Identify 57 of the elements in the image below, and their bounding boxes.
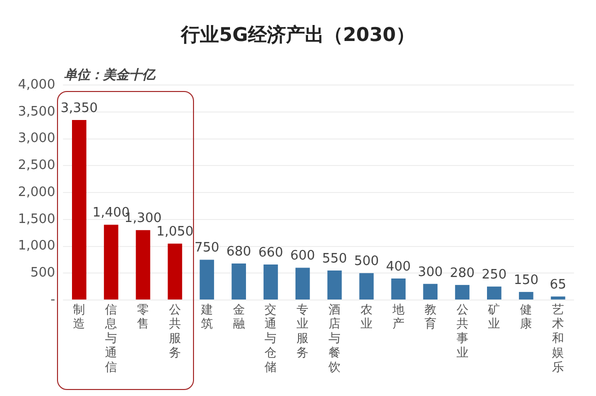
x-tick-label: 健康 <box>520 302 532 331</box>
x-tick-label: 教育 <box>424 302 436 331</box>
bar <box>72 120 86 300</box>
data-label: 600 <box>290 248 316 264</box>
x-tick-label: 专业服务 <box>296 302 309 360</box>
bar <box>518 292 534 300</box>
y-tick-label: 4,000 <box>18 77 56 92</box>
bar <box>200 260 214 300</box>
y-tick-label: 1,500 <box>18 212 56 227</box>
bar <box>168 244 182 300</box>
y-tick-label: 3,000 <box>18 131 56 146</box>
data-label: 65 <box>550 277 566 292</box>
data-label: 280 <box>450 266 475 281</box>
x-tick-label: 公共服务 <box>168 302 181 360</box>
chart-title: 行业5G经济产出（2030） <box>180 23 416 48</box>
bar <box>295 268 310 300</box>
bar <box>232 263 246 300</box>
bar <box>359 273 374 300</box>
y-tick-label: 500 <box>30 266 56 280</box>
bar <box>455 284 470 300</box>
y-tick-label: 2,500 <box>18 158 56 173</box>
bar <box>104 224 118 300</box>
text: 单位：美金十亿 <box>64 66 155 84</box>
x-tick-label: 制造 <box>73 302 86 331</box>
data-label: 680 <box>226 244 252 260</box>
data-label: 750 <box>194 240 220 256</box>
y-tick-label: 2,000 <box>18 184 56 200</box>
x-tick-label: 艺术和娱乐 <box>552 302 564 374</box>
data-label: 500 <box>354 254 379 269</box>
x-tick-label: 地产 <box>391 302 404 331</box>
data-label: 550 <box>322 251 347 266</box>
bar <box>423 284 438 300</box>
y-tick-label: 1,000 <box>18 238 56 254</box>
x-tick-label: 零售 <box>137 302 150 331</box>
data-label: 400 <box>386 259 411 274</box>
data-label: 3,350 <box>60 100 98 116</box>
data-label: 1,050 <box>156 224 194 240</box>
bar <box>487 286 502 300</box>
bar <box>327 270 342 300</box>
bar <box>550 296 566 300</box>
bar <box>136 230 150 300</box>
x-tick-label: 农业 <box>360 302 372 331</box>
x-tick-label: 金融 <box>232 302 245 331</box>
data-label: 300 <box>418 264 443 280</box>
data-label: 250 <box>482 267 507 282</box>
x-tick-label: 建筑 <box>200 302 213 331</box>
bar <box>264 264 278 300</box>
y-tick-label: - <box>50 292 56 308</box>
x-tick-label: 矿业 <box>487 302 500 331</box>
bar <box>391 278 406 300</box>
x-tick-label: 交通与仓储 <box>264 302 277 374</box>
x-tick-label: 信息与通信 <box>104 302 118 374</box>
data-label: 660 <box>258 245 284 260</box>
y-tick-label: 3,500 <box>18 104 56 120</box>
data-label: 150 <box>514 272 539 288</box>
x-tick-label: 公共事业 <box>456 302 468 360</box>
x-tick-label: 酒店与餐饮 <box>328 302 341 374</box>
